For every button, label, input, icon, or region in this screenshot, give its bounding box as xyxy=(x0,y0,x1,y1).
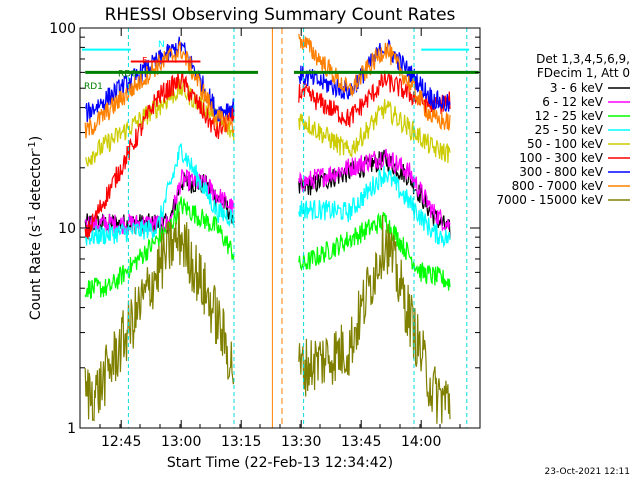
series-3-line-1 xyxy=(84,196,235,300)
series-8-line-1 xyxy=(84,41,235,139)
x-tick-label: 13:00 xyxy=(161,434,201,450)
y-axis: 1 10 100 xyxy=(49,21,480,437)
legend-header-2: FDecim 1, Att 0 xyxy=(537,66,630,80)
series-9 xyxy=(84,211,451,424)
annotation-flag-n: N xyxy=(158,40,165,50)
series-7-line-2 xyxy=(298,38,451,112)
series-3 xyxy=(84,196,451,300)
y-tick-label: 10 xyxy=(58,221,76,237)
annotation-rd1: RD1 xyxy=(84,82,103,92)
legend-label: 300 - 800 keV xyxy=(519,165,603,179)
series-9-line-1 xyxy=(84,211,235,422)
y-tick-label: 100 xyxy=(49,21,76,37)
legend-label: 3 - 6 keV xyxy=(550,81,604,95)
series-6-line-1 xyxy=(84,71,235,241)
annotation-rd0: RD0 xyxy=(118,69,137,79)
x-axis: 12:45 13:00 13:15 13:30 13:45 14:00 xyxy=(79,28,481,450)
x-tick-label: 13:15 xyxy=(221,434,261,450)
series-3-line-2 xyxy=(298,212,451,291)
legend-label: 100 - 300 keV xyxy=(519,151,603,165)
footer-date: 23-Oct-2021 12:11 xyxy=(545,467,630,477)
plot-area: RD0 RD1 F N xyxy=(82,28,479,428)
legend-label: 7000 - 15000 keV xyxy=(496,193,603,207)
series-6 xyxy=(84,70,451,241)
series-6-line-2 xyxy=(298,70,451,128)
series-2-line-2 xyxy=(298,148,451,232)
legend-header-1: Det 1,3,4,5,6,9, xyxy=(536,52,630,66)
series-5-line-2 xyxy=(298,98,451,164)
series-9-line-2 xyxy=(298,214,451,424)
legend-label: 6 - 12 keV xyxy=(542,95,604,109)
y-axis-label: Count Rate (s-1 detector-1) xyxy=(27,136,44,320)
legend-label: 25 - 50 keV xyxy=(535,123,604,137)
legend-label: 800 - 7000 keV xyxy=(512,179,604,193)
x-axis-label: Start Time (22-Feb-13 12:34:42) xyxy=(167,455,393,471)
x-tick-label: 13:30 xyxy=(281,434,321,450)
series-8 xyxy=(84,33,451,139)
series-4-line-1 xyxy=(84,143,235,246)
legend-label: 12 - 25 keV xyxy=(535,109,604,123)
series-4-line-2 xyxy=(298,165,451,249)
series-4 xyxy=(84,143,451,249)
series-5 xyxy=(84,79,451,167)
series-8-line-2 xyxy=(298,33,451,131)
annotation-flag-f: F xyxy=(142,56,147,66)
x-tick-label: 12:45 xyxy=(101,434,141,450)
x-tick-label: 14:00 xyxy=(401,434,441,450)
x-tick-label: 13:45 xyxy=(341,434,381,450)
y-tick-label: 1 xyxy=(67,421,76,437)
series-5-line-1 xyxy=(84,79,235,167)
legend-label: 50 - 100 keV xyxy=(527,137,604,151)
chart-title: RHESSI Observing Summary Count Rates xyxy=(105,5,456,25)
